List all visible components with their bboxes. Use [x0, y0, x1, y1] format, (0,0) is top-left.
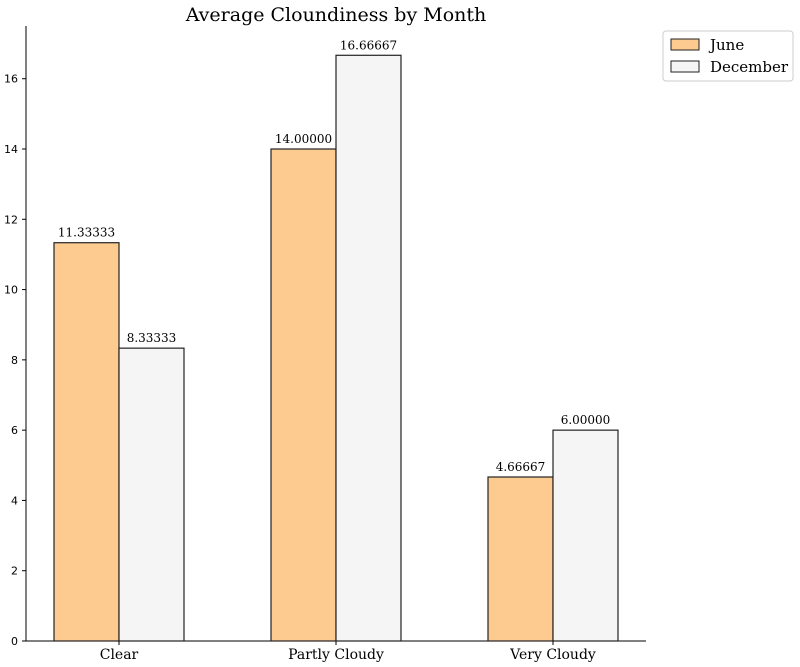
y-tick-label: 16 [4, 73, 18, 86]
bar-december-partly-cloudy [335, 54, 402, 642]
y-tick-label: 0 [11, 635, 18, 648]
y-tick-label: 2 [11, 565, 18, 578]
bar-value-label: 8.33333 [127, 331, 177, 345]
bar-june-partly-cloudy [270, 148, 337, 642]
legend-swatch-december [670, 60, 700, 73]
y-tick-label: 14 [4, 143, 18, 156]
bar-december-very-cloudy [552, 429, 619, 642]
y-tick-label: 10 [4, 284, 18, 297]
bar-value-label: 4.66667 [496, 460, 546, 474]
y-tick-label: 4 [11, 494, 18, 507]
bar-june-clear [53, 242, 120, 642]
legend-label-december: December [710, 58, 789, 76]
bar-value-label: 6.00000 [561, 413, 611, 427]
legend-swatch-june [670, 38, 700, 51]
bar-value-label: 16.66667 [340, 38, 397, 52]
x-tick-label: Clear [100, 647, 139, 663]
legend: June December [662, 30, 794, 82]
x-tick-label: Very Cloudy [509, 647, 596, 663]
y-tick-label: 8 [11, 354, 18, 367]
y-tick-label: 6 [11, 424, 18, 437]
bar-december-clear [118, 347, 185, 642]
y-tick-label: 12 [4, 213, 18, 226]
bar-value-label: 14.00000 [275, 132, 332, 146]
bar-value-label: 11.33333 [58, 226, 115, 240]
legend-label-june: June [708, 36, 744, 54]
plot-area: 0 2 4 6 8 10 12 14 16 11.33333 8.33333 Clear 14.0000… [4, 26, 646, 663]
chart-title: Average Cloundiness by Month [185, 4, 487, 26]
x-tick-label: Partly Cloudy [288, 647, 384, 663]
bar-june-very-cloudy [487, 476, 554, 642]
